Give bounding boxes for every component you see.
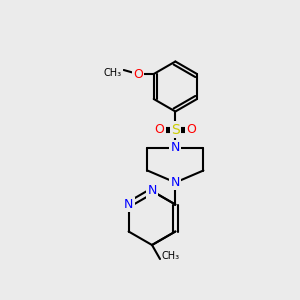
Text: S: S: [171, 122, 180, 136]
Text: N: N: [171, 141, 180, 154]
Text: O: O: [186, 123, 196, 136]
Text: O: O: [133, 68, 143, 80]
Text: CH₃: CH₃: [162, 251, 180, 261]
Text: N: N: [124, 198, 133, 211]
Text: O: O: [154, 123, 164, 136]
Text: N: N: [147, 184, 157, 197]
Text: CH₃: CH₃: [103, 68, 122, 78]
Text: N: N: [171, 176, 180, 189]
